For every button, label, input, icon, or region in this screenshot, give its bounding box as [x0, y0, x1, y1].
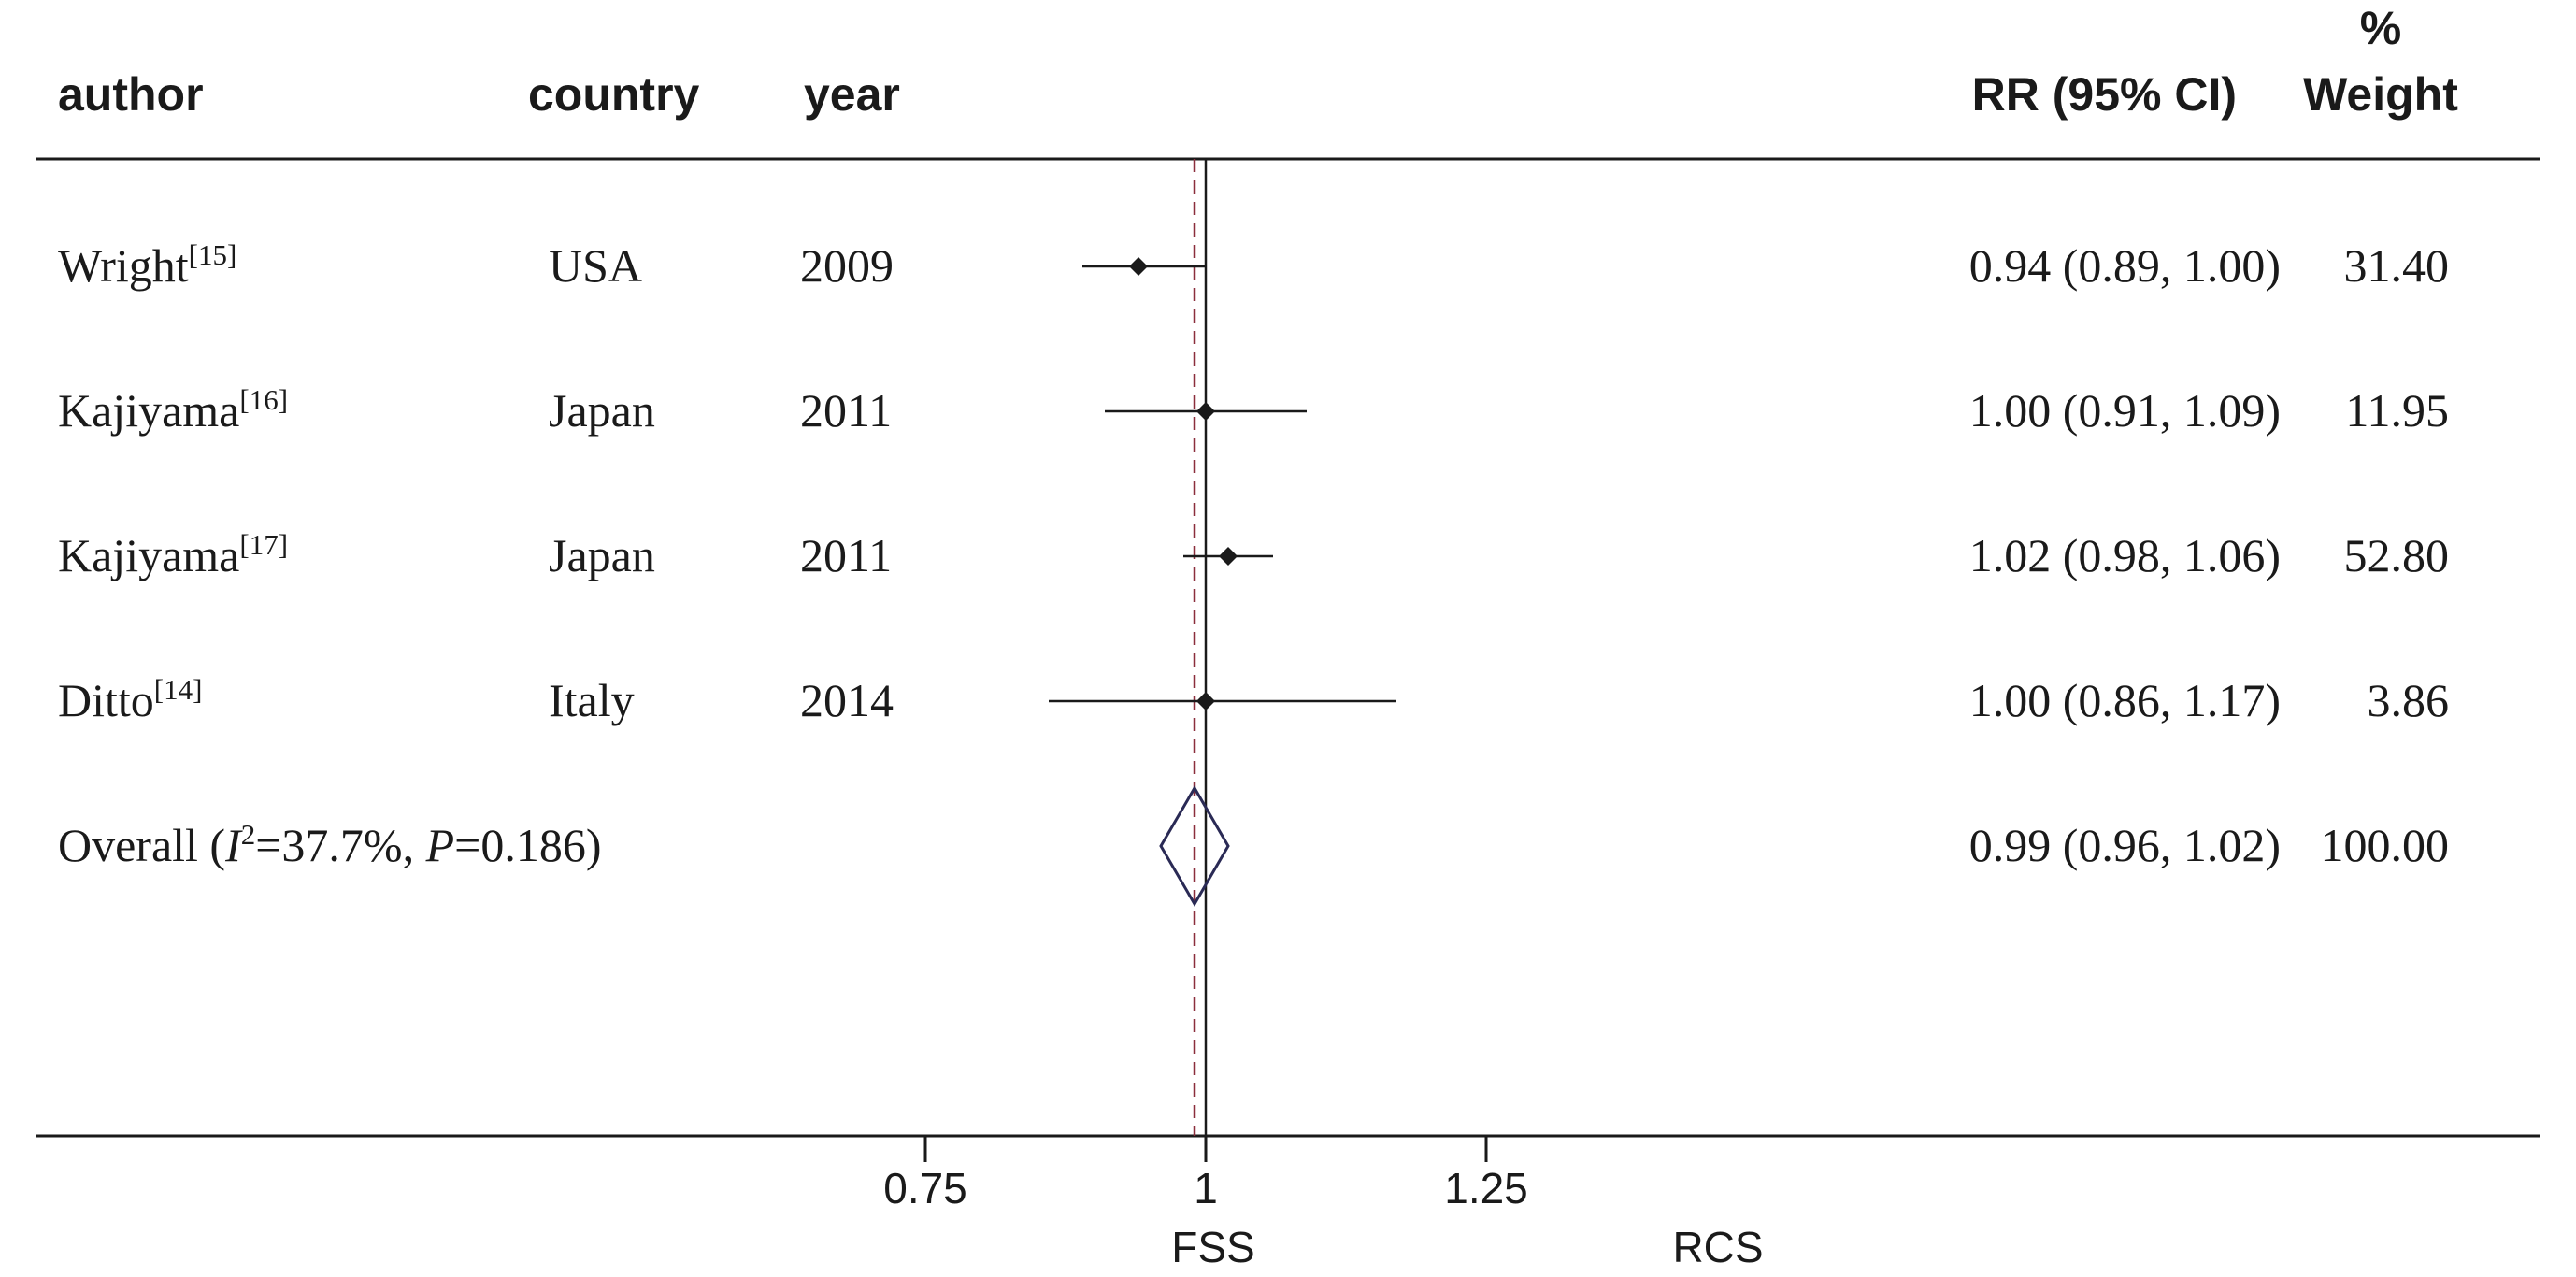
- study-author-name: Wright: [58, 239, 189, 292]
- study-rr-ci: 0.94 (0.89, 1.00): [1969, 239, 2281, 292]
- study-reference: [16]: [239, 383, 288, 416]
- study-weight: 52.80: [2344, 529, 2450, 581]
- overall-p-symbol: P: [425, 819, 455, 871]
- overall-i-sup: 2: [241, 818, 256, 851]
- x-tick-label: 0.75: [883, 1164, 967, 1212]
- overall-weight: 100.00: [2321, 819, 2450, 871]
- overall-label-prefix: Overall (: [58, 819, 225, 871]
- study-point-estimate: [1196, 402, 1215, 421]
- study-country: Japan: [549, 384, 655, 437]
- overall-i-symbol: I: [224, 819, 243, 871]
- study-reference: [17]: [239, 528, 288, 561]
- header-country: country: [528, 68, 700, 121]
- study-year: 2011: [800, 529, 892, 581]
- overall-i-value: =37.7%,: [255, 819, 425, 871]
- study-point-estimate: [1219, 547, 1238, 566]
- overall-diamond: [1159, 785, 1230, 907]
- study-country: Italy: [549, 674, 635, 726]
- study-year: 2011: [800, 384, 892, 437]
- study-rr-ci: 1.02 (0.98, 1.06): [1969, 529, 2281, 581]
- study-author-name: Ditto: [58, 674, 154, 726]
- x-tick-label: 1: [1194, 1164, 1218, 1212]
- study-country: Japan: [549, 529, 655, 581]
- study-point-estimate: [1129, 257, 1148, 276]
- study-rr-ci: 1.00 (0.91, 1.09): [1969, 384, 2281, 437]
- header-author: author: [58, 68, 204, 121]
- plot-area: 0.75 1 1.25 FSS RCS: [883, 159, 1764, 1271]
- study-reference: [15]: [189, 238, 237, 271]
- study-author-name: Kajiyama: [58, 384, 239, 437]
- header-weight: Weight: [2303, 68, 2458, 121]
- study-author-name: Kajiyama: [58, 529, 239, 581]
- study-weight: 31.40: [2344, 239, 2450, 292]
- header-weight-percent: %: [2360, 2, 2401, 54]
- study-weight: 11.95: [2345, 384, 2449, 437]
- study-year: 2014: [800, 674, 894, 726]
- study-author: Wright[15]: [58, 238, 236, 292]
- study-country: USA: [549, 239, 642, 292]
- overall-p-value: =0.186): [454, 819, 601, 871]
- left-favours-label: FSS: [1171, 1223, 1254, 1271]
- study-author: Kajiyama[17]: [58, 528, 288, 581]
- study-point-estimate: [1196, 692, 1215, 710]
- overall-label: Overall (I2=37.7%, P=0.186): [58, 818, 602, 871]
- header-year: year: [804, 68, 900, 121]
- x-tick-label: 1.25: [1444, 1164, 1528, 1212]
- right-favours-label: RCS: [1672, 1223, 1763, 1271]
- row-labels: Wright[15] USA 2009 0.94 (0.89, 1.00) 31.40 K…: [58, 238, 2449, 871]
- study-author: Ditto[14]: [58, 673, 202, 726]
- study-rr-ci: 1.00 (0.86, 1.17): [1969, 674, 2281, 726]
- study-year: 2009: [800, 239, 894, 292]
- study-author: Kajiyama[16]: [58, 383, 288, 437]
- header-rr: RR (95% CI): [1972, 68, 2237, 121]
- study-weight: 3.86: [2368, 674, 2450, 726]
- study-reference: [14]: [154, 673, 203, 706]
- overall-rr-ci: 0.99 (0.96, 1.02): [1969, 819, 2281, 871]
